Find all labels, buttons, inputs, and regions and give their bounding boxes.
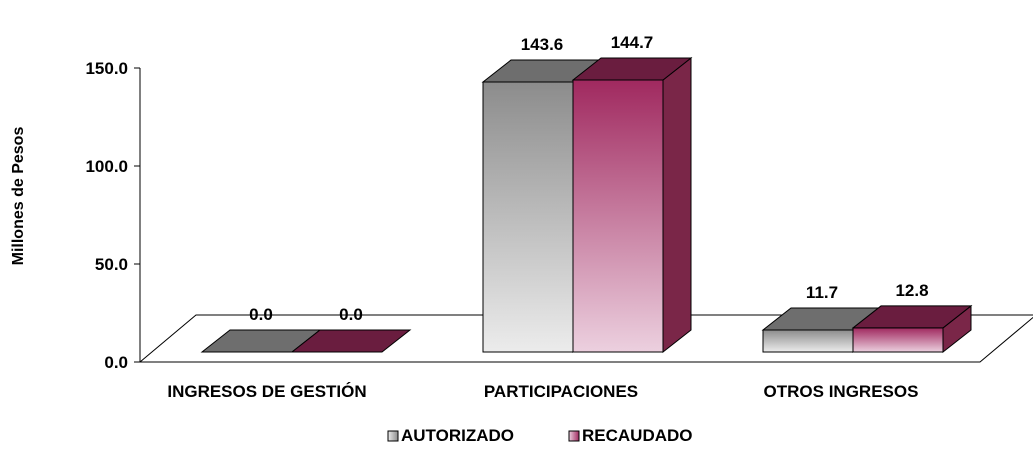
y-tick-label: 100.0	[85, 157, 128, 176]
category-label-otros-ingresos: OTROS INGRESOS	[764, 382, 919, 401]
data-labels-group: 0.0 0.0 143.6 144.7 11.7 12.8	[249, 33, 928, 324]
bar-front-face	[482, 81, 574, 353]
bar-top-face	[571, 57, 693, 81]
y-tick-label: 50.0	[95, 255, 128, 274]
bar-front-face	[852, 327, 944, 353]
bar-side-face	[662, 56, 692, 354]
bar-front-face	[572, 79, 664, 353]
y-axis-title: Millones de Pesos	[10, 127, 27, 266]
category-label-ingresos-de-gestion: INGRESOS DE GESTIÓN	[167, 382, 366, 401]
data-label-autorizado-otros-ingresos: 11.7	[806, 283, 838, 302]
category-label-participaciones: PARTICIPACIONES	[484, 382, 638, 401]
data-label-recaudado-ingresos-de-gestion: 0.0	[339, 305, 363, 324]
legend-label-autorizado: AUTORIZADO	[401, 426, 514, 445]
bar-recaudado-otros-ingresos	[851, 304, 973, 354]
bar-top-face	[851, 305, 973, 329]
data-label-recaudado-participaciones: 144.7	[611, 33, 654, 52]
y-tick-label: 0.0	[104, 353, 128, 372]
bar-recaudado-ingresos-de-gestion	[290, 329, 412, 353]
data-label-recaudado-otros-ingresos: 12.8	[895, 281, 928, 300]
bar-recaudado-participaciones	[571, 56, 693, 354]
bar-front-face	[762, 329, 854, 353]
legend-label-recaudado: RECAUDADO	[582, 426, 693, 445]
legend: AUTORIZADO RECAUDADO	[387, 426, 693, 445]
y-axis-ticks: 0.0 50.0 100.0 150.0	[85, 59, 140, 372]
data-label-autorizado-participaciones: 143.6	[521, 35, 564, 54]
legend-swatch-recaudado	[568, 430, 580, 442]
bars-group	[200, 56, 973, 354]
y-tick-label: 150.0	[85, 59, 128, 78]
data-label-autorizado-ingresos-de-gestion: 0.0	[249, 305, 273, 324]
bar-top-face	[290, 329, 412, 353]
legend-swatch-autorizado	[387, 430, 399, 442]
